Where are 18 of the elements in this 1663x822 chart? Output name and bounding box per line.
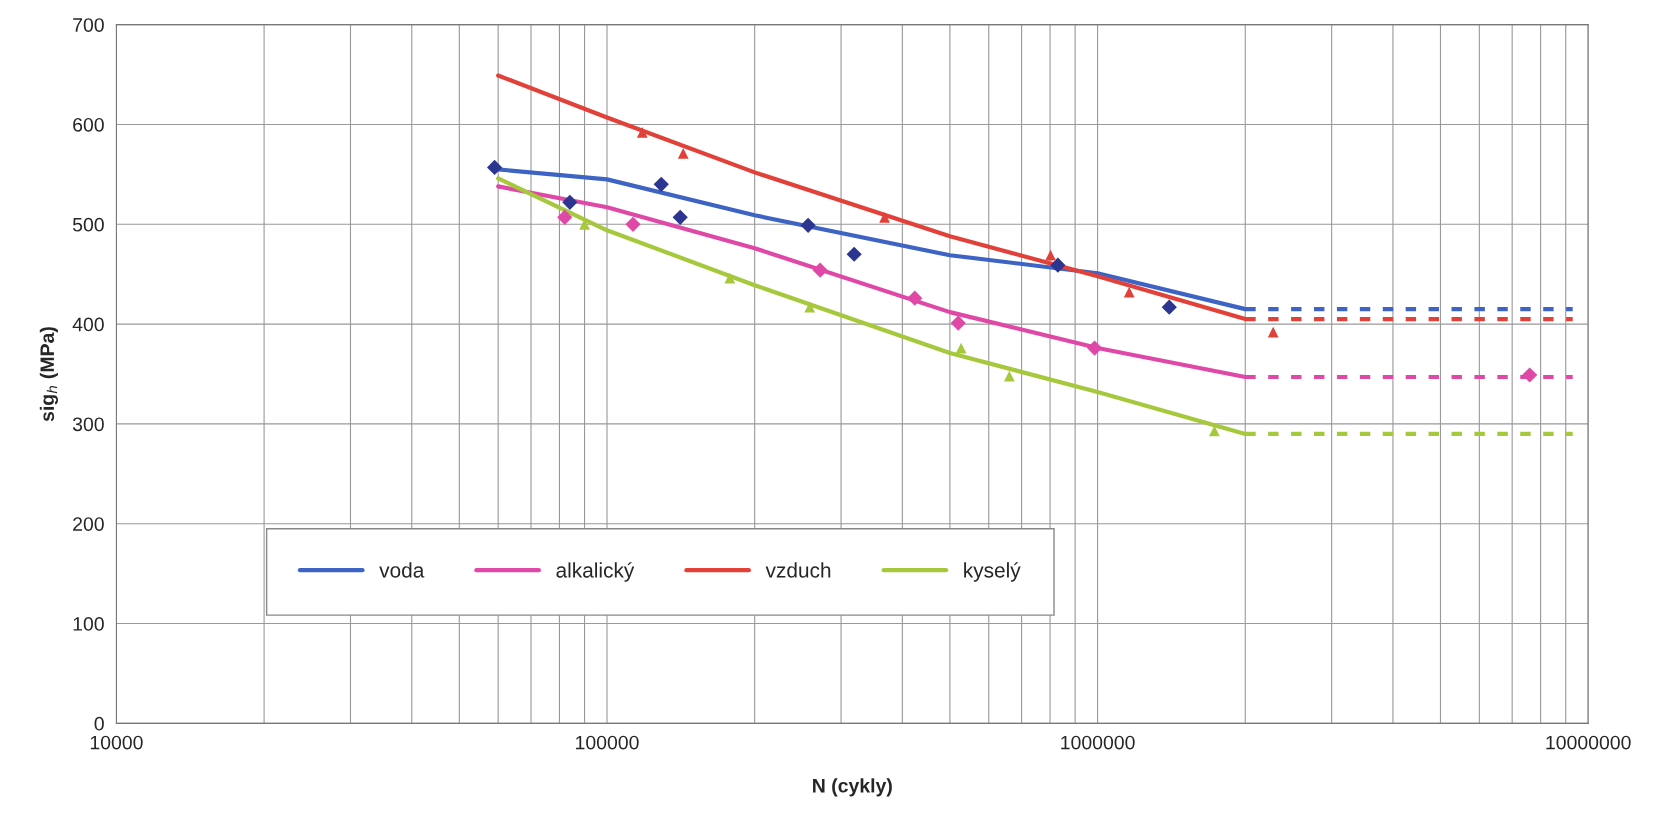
x-tick-label: 100000	[576, 735, 639, 750]
legend-label: kyselý	[964, 562, 1021, 582]
x-tick-label: 1000000	[1061, 735, 1135, 750]
x-axis-title: N (cykly)	[813, 778, 892, 797]
y-tick-label: 400	[72, 317, 104, 332]
y-tick-label: 700	[73, 18, 104, 32]
y-tick-label: 0	[94, 716, 104, 731]
y-axis-title: sig$_{h}$ (MPa)	[39, 327, 59, 422]
y-tick-label: 500	[72, 217, 104, 232]
y-tick-label: 300	[72, 417, 104, 432]
y-tick-label: 600	[73, 117, 104, 132]
legend-label: voda	[379, 562, 425, 578]
y-tick-label: 100	[73, 617, 104, 631]
y-tick-label: 200	[73, 517, 104, 531]
legend-label: vzduch	[765, 562, 831, 578]
x-tick-label: 10000000	[1546, 735, 1631, 750]
x-tick-label: 10000	[90, 735, 143, 750]
legend-label: alkalický	[556, 562, 635, 582]
